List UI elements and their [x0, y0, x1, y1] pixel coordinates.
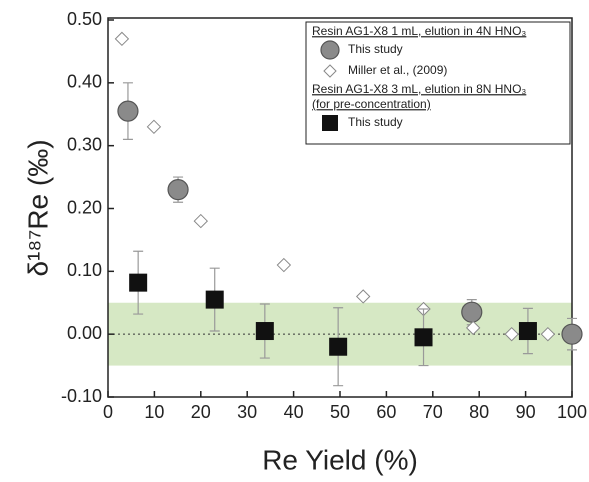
- point: [461, 301, 483, 323]
- y-tick-label: 0.50: [67, 9, 102, 29]
- point: [465, 320, 481, 336]
- x-tick-label: 20: [191, 402, 211, 422]
- x-axis-label: Re Yield (%): [262, 444, 418, 475]
- legend-group-title: Resin AG1-X8 3 mL, elution in 8N HNO₃: [312, 82, 526, 96]
- point: [255, 322, 274, 341]
- legend-marker: [320, 40, 340, 60]
- x-tick-label: 60: [376, 402, 396, 422]
- y-tick-label: 0.10: [67, 260, 102, 280]
- legend-marker: [322, 115, 338, 131]
- point: [117, 100, 139, 122]
- point: [146, 119, 162, 135]
- legend-label: This study: [348, 115, 403, 129]
- y-tick-label: 0.20: [67, 197, 102, 217]
- point: [414, 328, 433, 347]
- x-tick-label: 80: [469, 402, 489, 422]
- x-tick-label: 70: [423, 402, 443, 422]
- x-tick-label: 10: [144, 402, 164, 422]
- y-tick-label: -0.10: [61, 386, 102, 406]
- x-tick-label: 100: [557, 402, 587, 422]
- legend-label: Miller et al., (2009): [348, 63, 447, 77]
- x-tick-label: 50: [330, 402, 350, 422]
- point: [276, 257, 292, 273]
- legend-label: This study: [348, 42, 403, 56]
- point: [205, 290, 224, 309]
- point: [167, 179, 189, 201]
- x-tick-label: 0: [103, 402, 113, 422]
- point: [540, 326, 556, 342]
- y-tick-label: 0.30: [67, 134, 102, 154]
- point: [504, 326, 519, 342]
- y-tick-label: 0.40: [67, 72, 102, 92]
- legend-marker: [323, 64, 337, 78]
- point: [129, 273, 148, 292]
- x-tick-label: 30: [237, 402, 257, 422]
- legend-box: [305, 21, 571, 145]
- point: [114, 31, 130, 47]
- point: [518, 322, 537, 341]
- y-tick-label: 0.00: [67, 323, 102, 343]
- point: [193, 213, 209, 229]
- x-tick-label: 90: [516, 402, 536, 422]
- legend-group-title: Resin AG1-X8 1 mL, elution in 4N HNO₃: [312, 24, 526, 38]
- y-axis-label: δ¹⁸⁷Re (‰): [22, 139, 53, 276]
- point: [561, 323, 583, 345]
- point: [355, 289, 371, 304]
- legend-group-subtitle: (for pre-concentration): [312, 97, 431, 111]
- x-tick-label: 40: [284, 402, 304, 422]
- point: [329, 337, 348, 356]
